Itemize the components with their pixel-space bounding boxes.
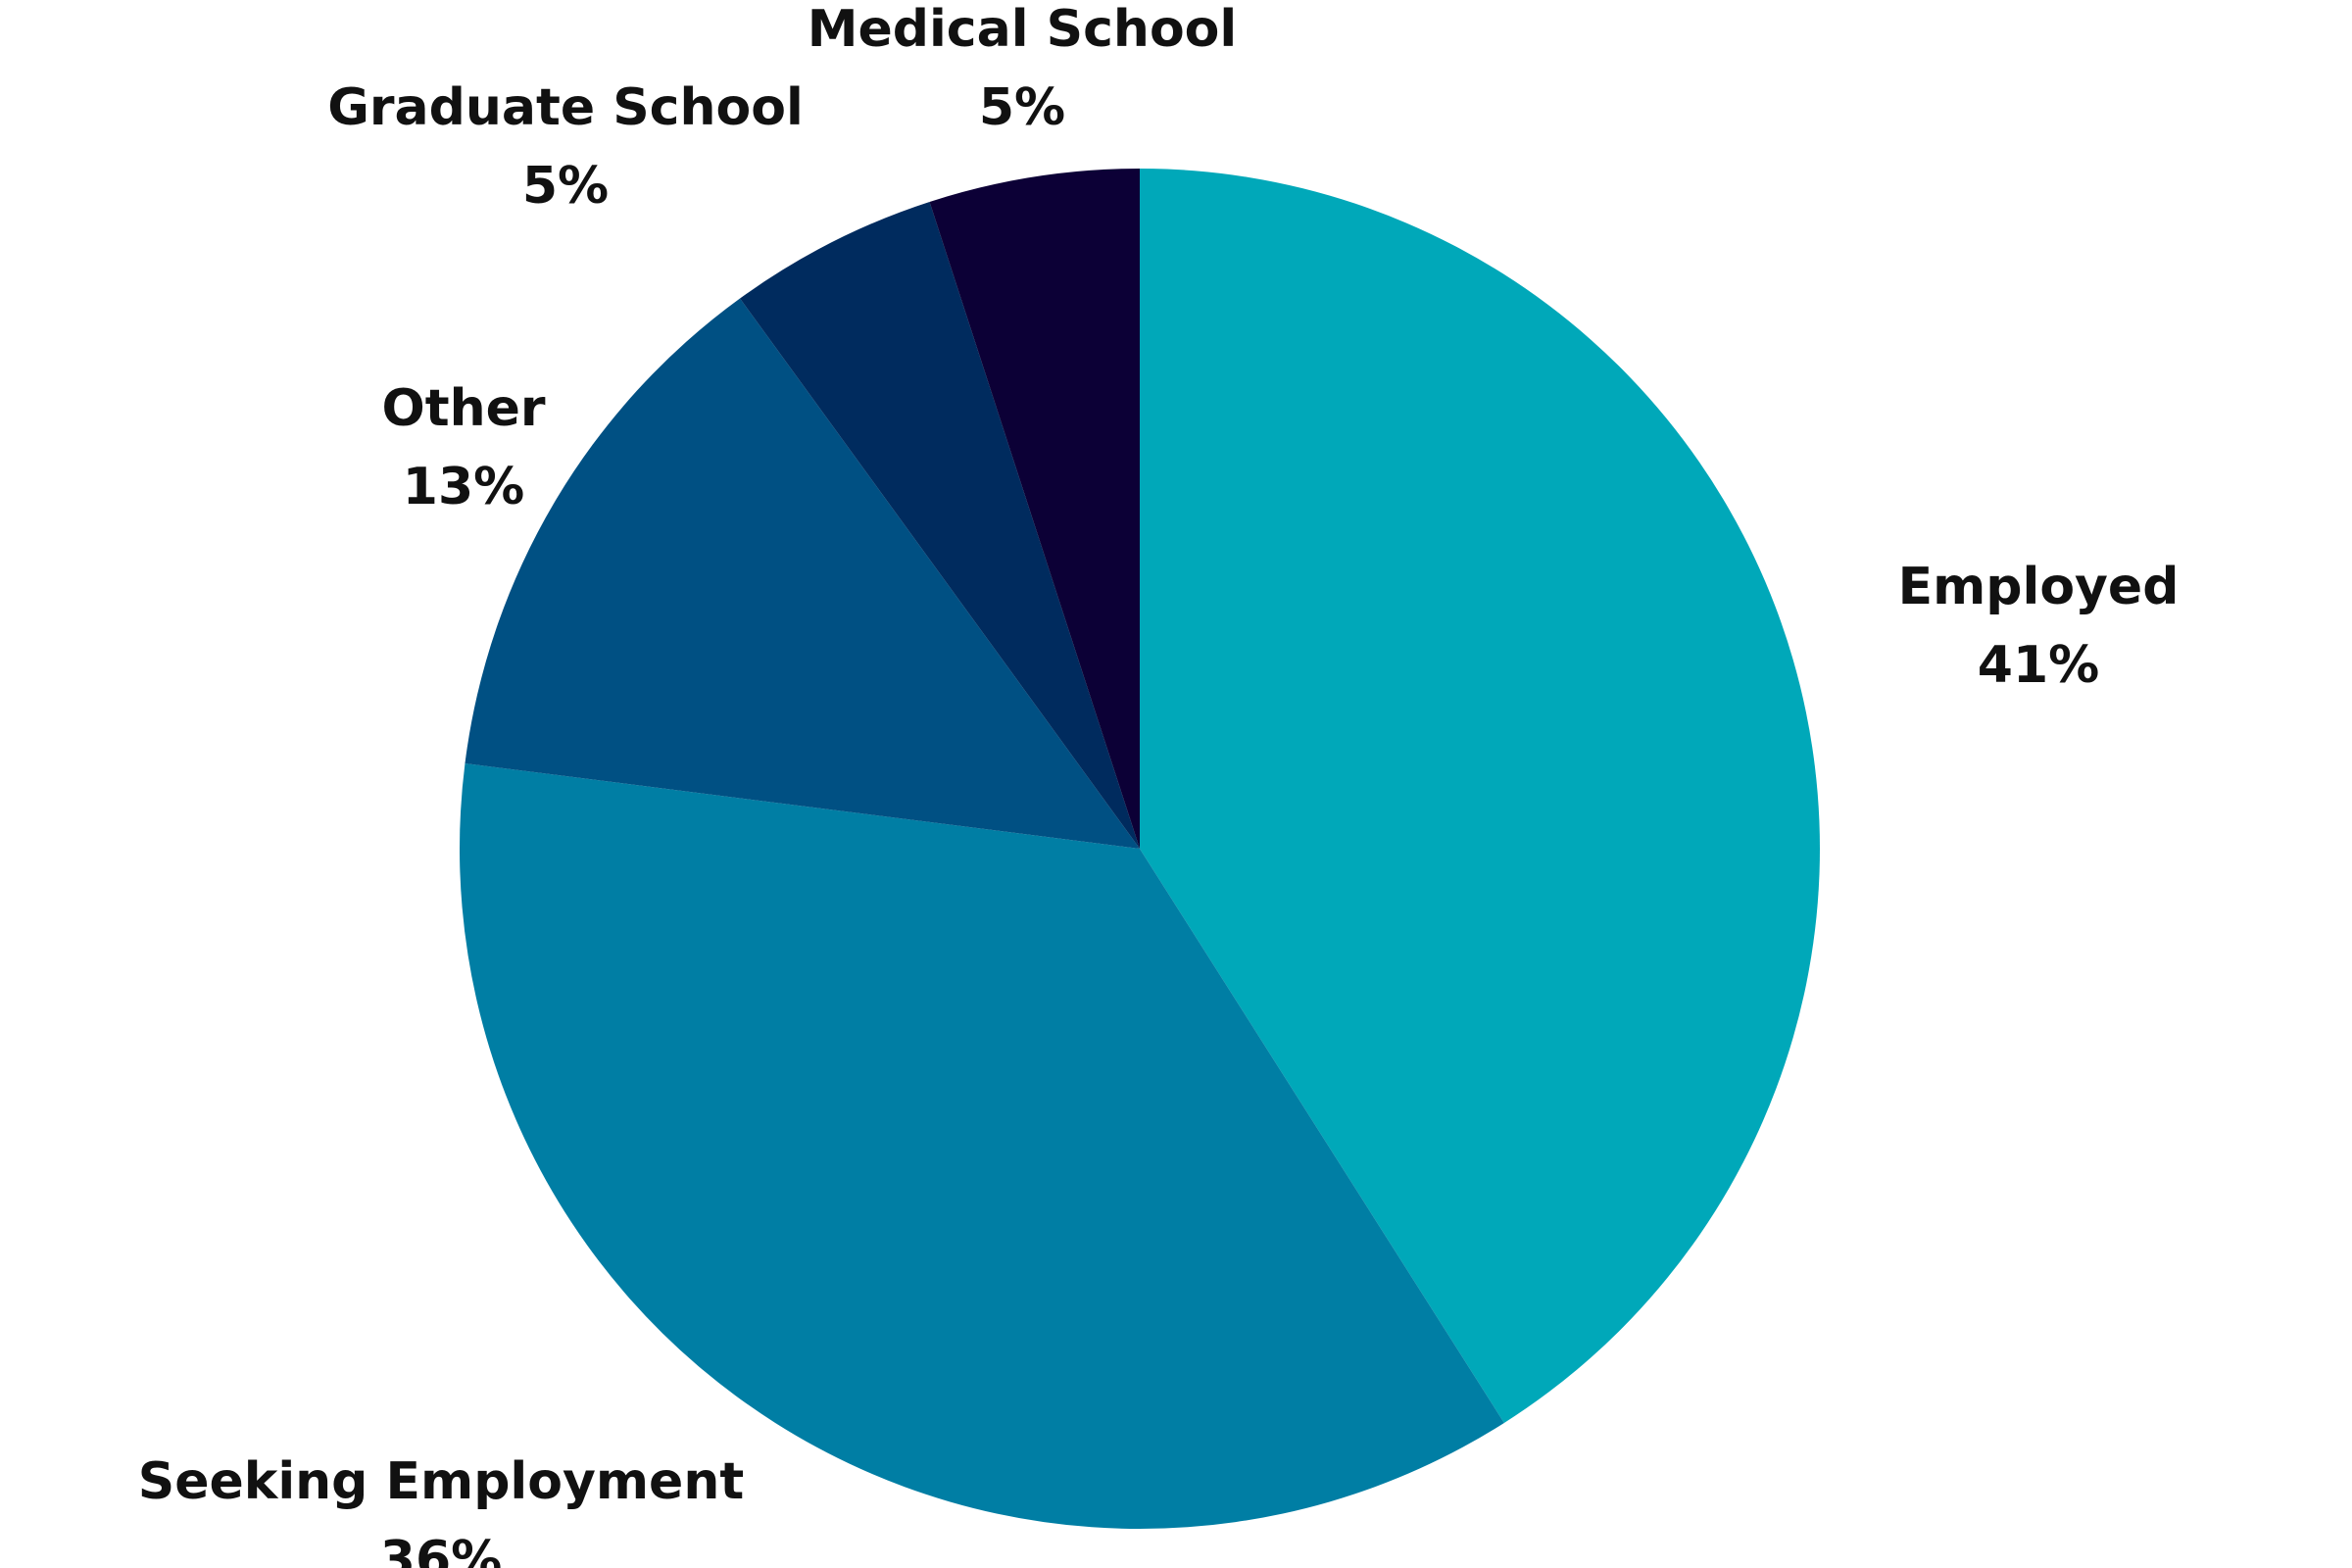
pie-slice-employed	[1140, 169, 1820, 1423]
pie-slice-seeking-employment	[460, 763, 1504, 1529]
slice-label-seeking-employment: Seeking Employment	[138, 1452, 744, 1511]
pie-slice-other	[465, 298, 1140, 849]
slice-label-other: Other	[382, 379, 546, 438]
pie-slice-medical-school	[929, 169, 1140, 849]
slice-value-seeking-employment: 36%	[380, 1531, 502, 1568]
slice-value-other: 13%	[403, 458, 524, 516]
slice-label-medical-school: Medical School	[808, 0, 1237, 59]
pie-slice-graduate-school	[740, 201, 1140, 849]
slice-value-medical-school: 5%	[979, 78, 1065, 137]
pie-labels: Employed 41% Seeking Employment 36% Other 13%…	[138, 0, 2180, 1568]
slice-label-employed: Employed	[1898, 558, 2180, 616]
slice-value-graduate-school: 5%	[522, 157, 609, 216]
slice-label-graduate-school: Graduate School	[327, 78, 804, 137]
pie-slices	[460, 169, 1820, 1529]
slice-value-employed: 41%	[1978, 636, 2099, 695]
